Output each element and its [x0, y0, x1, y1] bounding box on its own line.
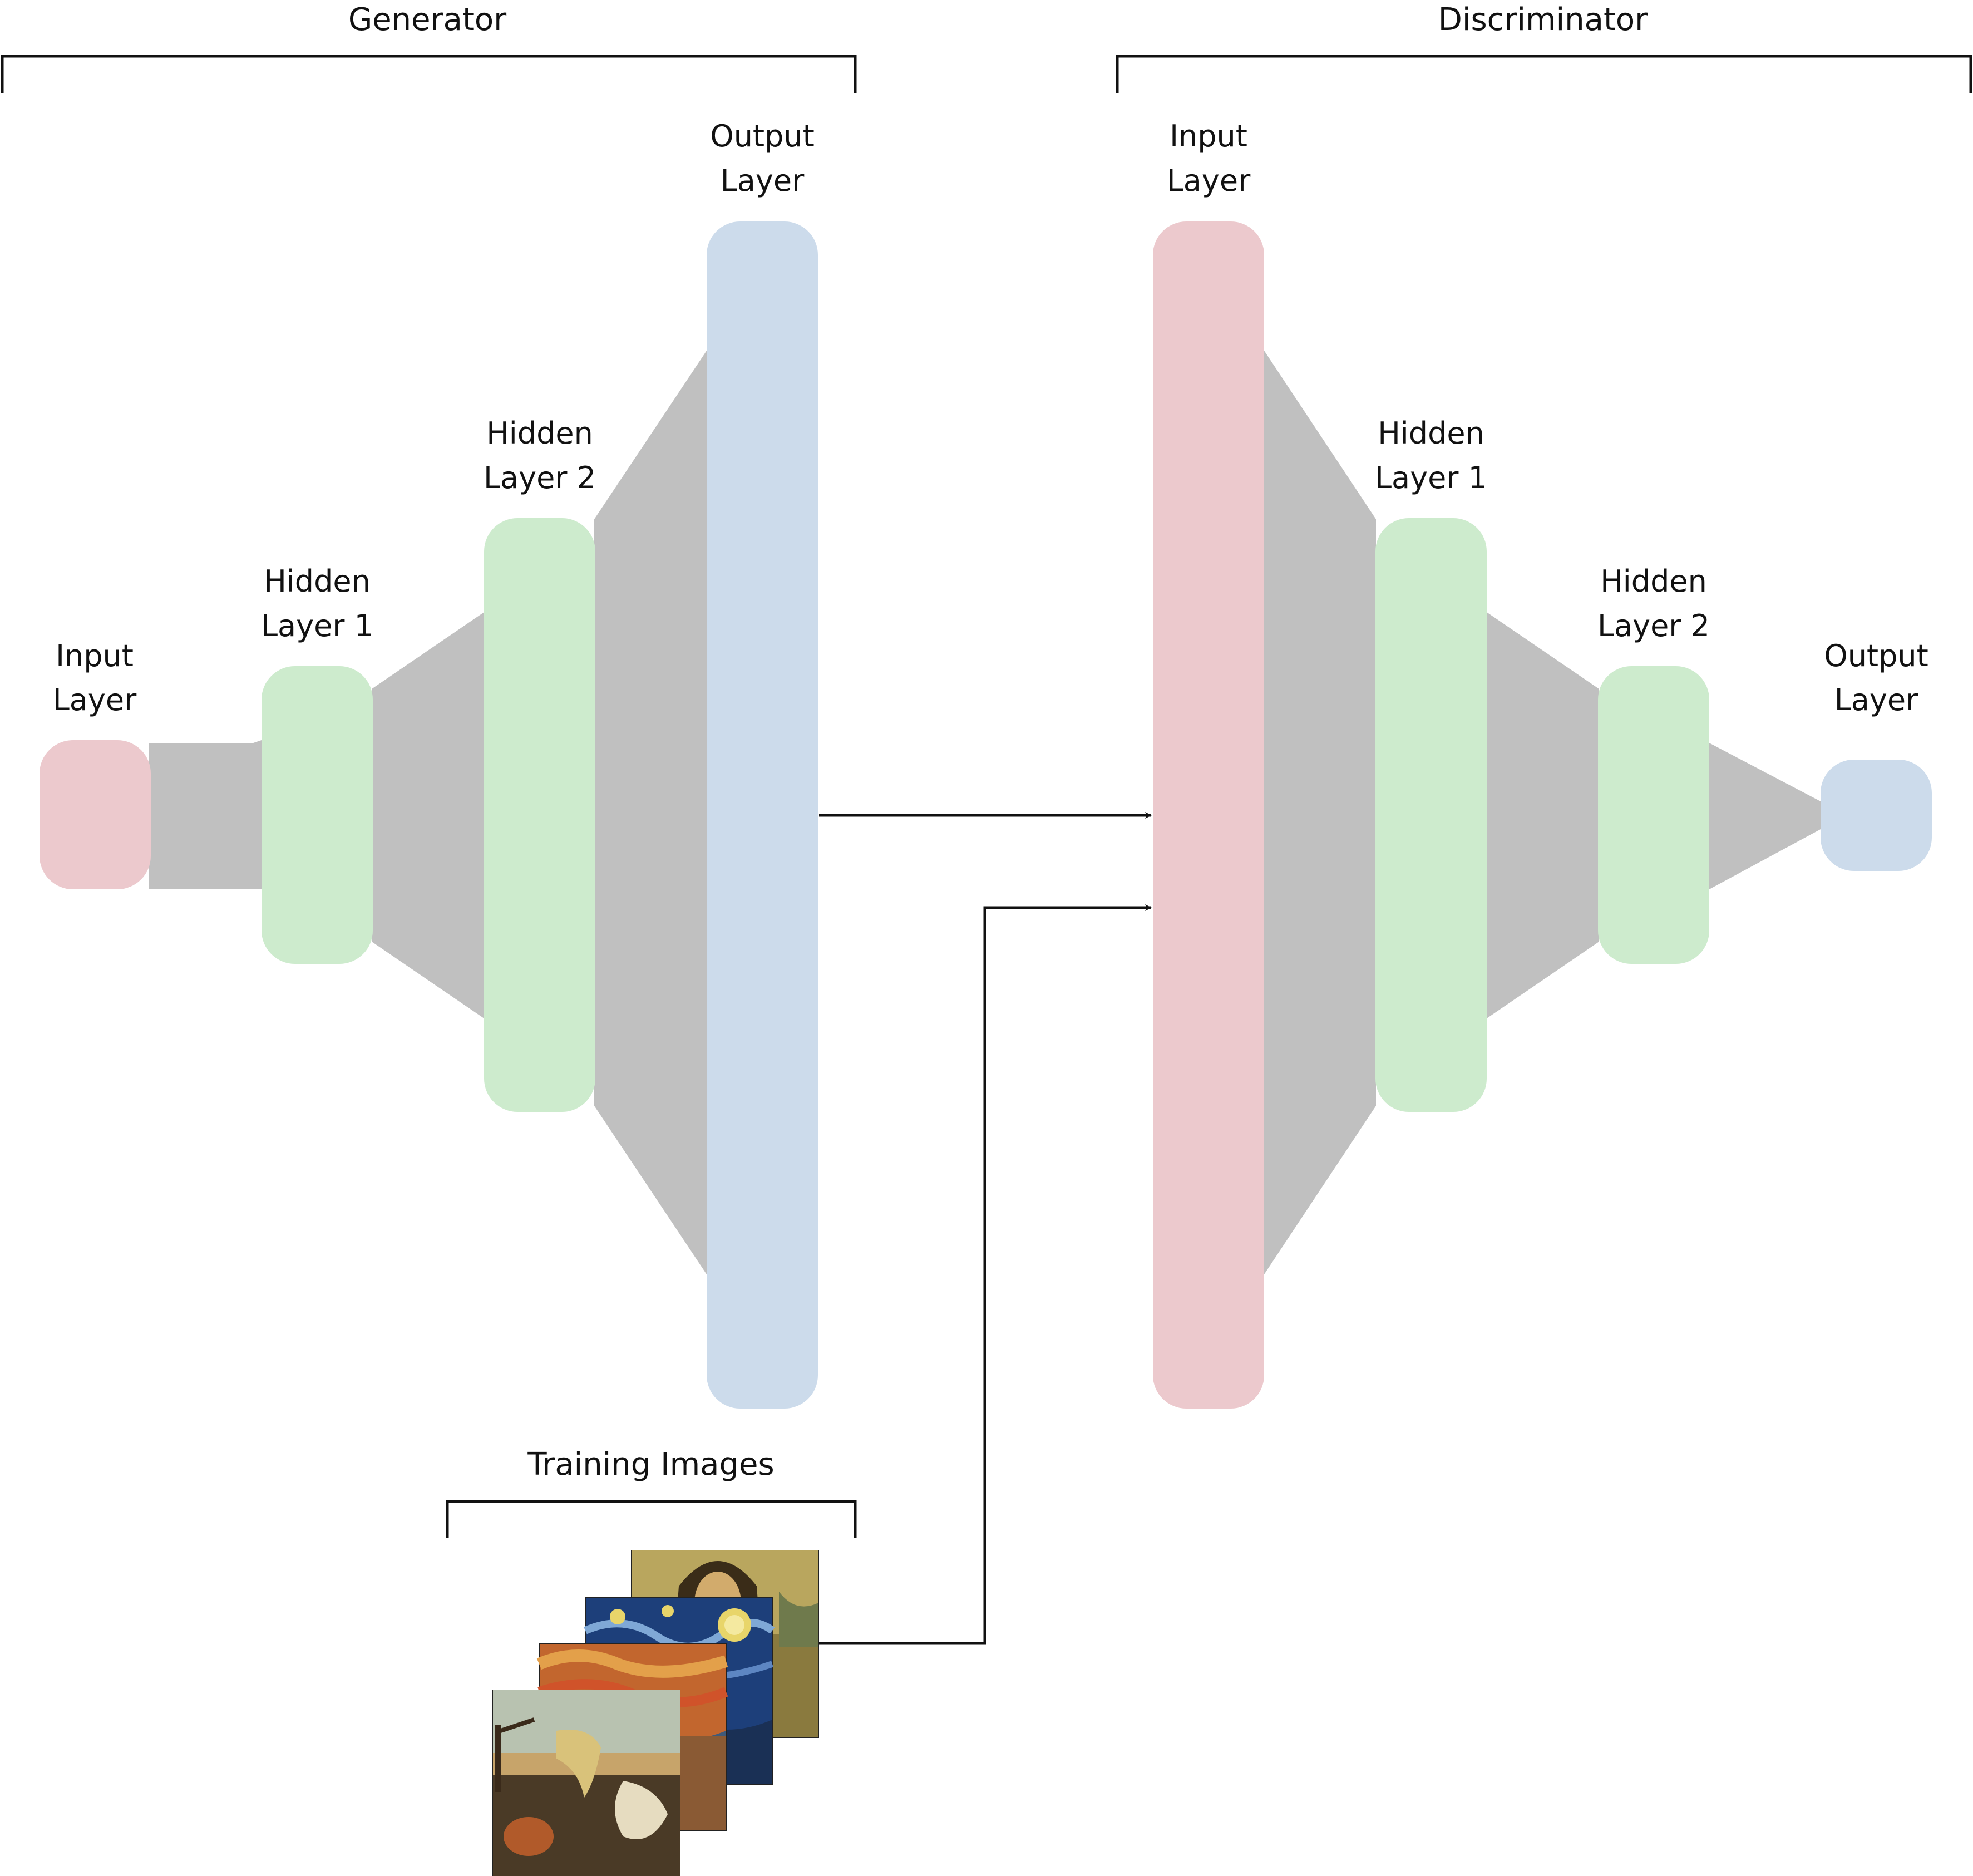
discriminator-hidden1-label-line1: Hidden — [1378, 416, 1484, 451]
generator-hidden1-label-line2: Layer 1 — [261, 608, 373, 643]
generator-input-layer — [40, 740, 151, 889]
discriminator-title: Discriminator — [1438, 2, 1648, 38]
training-images-section: Training Images — [446, 1446, 857, 1876]
generator-hidden2-label-line2: Layer 2 — [484, 460, 596, 495]
discriminator-input-label-line2: Layer — [1167, 163, 1251, 198]
discriminator-hidden2-label-line1: Hidden — [1600, 564, 1707, 599]
generator-output-layer — [707, 221, 818, 1409]
connector-g-hidden1-hidden2 — [372, 612, 484, 1018]
discriminator-output-label-line2: Layer — [1834, 682, 1918, 717]
discriminator-bracket — [1116, 55, 1972, 93]
generator-output-label-line1: Output — [710, 119, 815, 154]
generator-input-label-line2: Layer — [53, 682, 137, 717]
connector-d-input-hidden1 — [1264, 351, 1376, 1274]
connector-d-hidden2-output — [1709, 743, 1822, 889]
discriminator-hidden-layer-1 — [1375, 518, 1487, 1112]
discriminator-output-label-line1: Output — [1824, 638, 1928, 673]
training-to-discriminator-arrow — [819, 904, 1152, 1645]
generator-section: Generator Input Layer Hidden Layer 1 Hid… — [1, 2, 857, 1409]
discriminator-hidden-layer-2 — [1598, 666, 1709, 964]
generator-hidden2-label-line1: Hidden — [486, 416, 593, 451]
generator-output-label-line2: Layer — [721, 163, 805, 198]
discriminator-input-layer — [1153, 221, 1264, 1409]
discriminator-output-layer — [1821, 760, 1932, 871]
generator-title: Generator — [348, 2, 507, 38]
generator-hidden-layer-1 — [262, 666, 373, 964]
discriminator-hidden2-label-line2: Layer 2 — [1597, 608, 1710, 643]
generator-hidden-layer-2 — [484, 518, 595, 1112]
generator-bracket — [1, 55, 857, 93]
discriminator-input-label-line1: Input — [1170, 119, 1247, 154]
generator-hidden1-label-line1: Hidden — [264, 564, 371, 599]
connector-g-input-hidden1 — [149, 740, 262, 889]
connector-d-hidden1-hidden2 — [1487, 612, 1599, 1018]
training-images-title: Training Images — [527, 1446, 774, 1483]
generator-input-label-line1: Input — [56, 638, 134, 673]
melting-clocks-painting-icon — [492, 1690, 680, 1876]
discriminator-section: Discriminator Input Layer Hidden Layer 1… — [1116, 2, 1972, 1409]
connector-g-hidden2-output — [594, 351, 707, 1274]
discriminator-hidden1-label-line2: Layer 1 — [1375, 460, 1487, 495]
training-images-bracket — [446, 1500, 857, 1538]
